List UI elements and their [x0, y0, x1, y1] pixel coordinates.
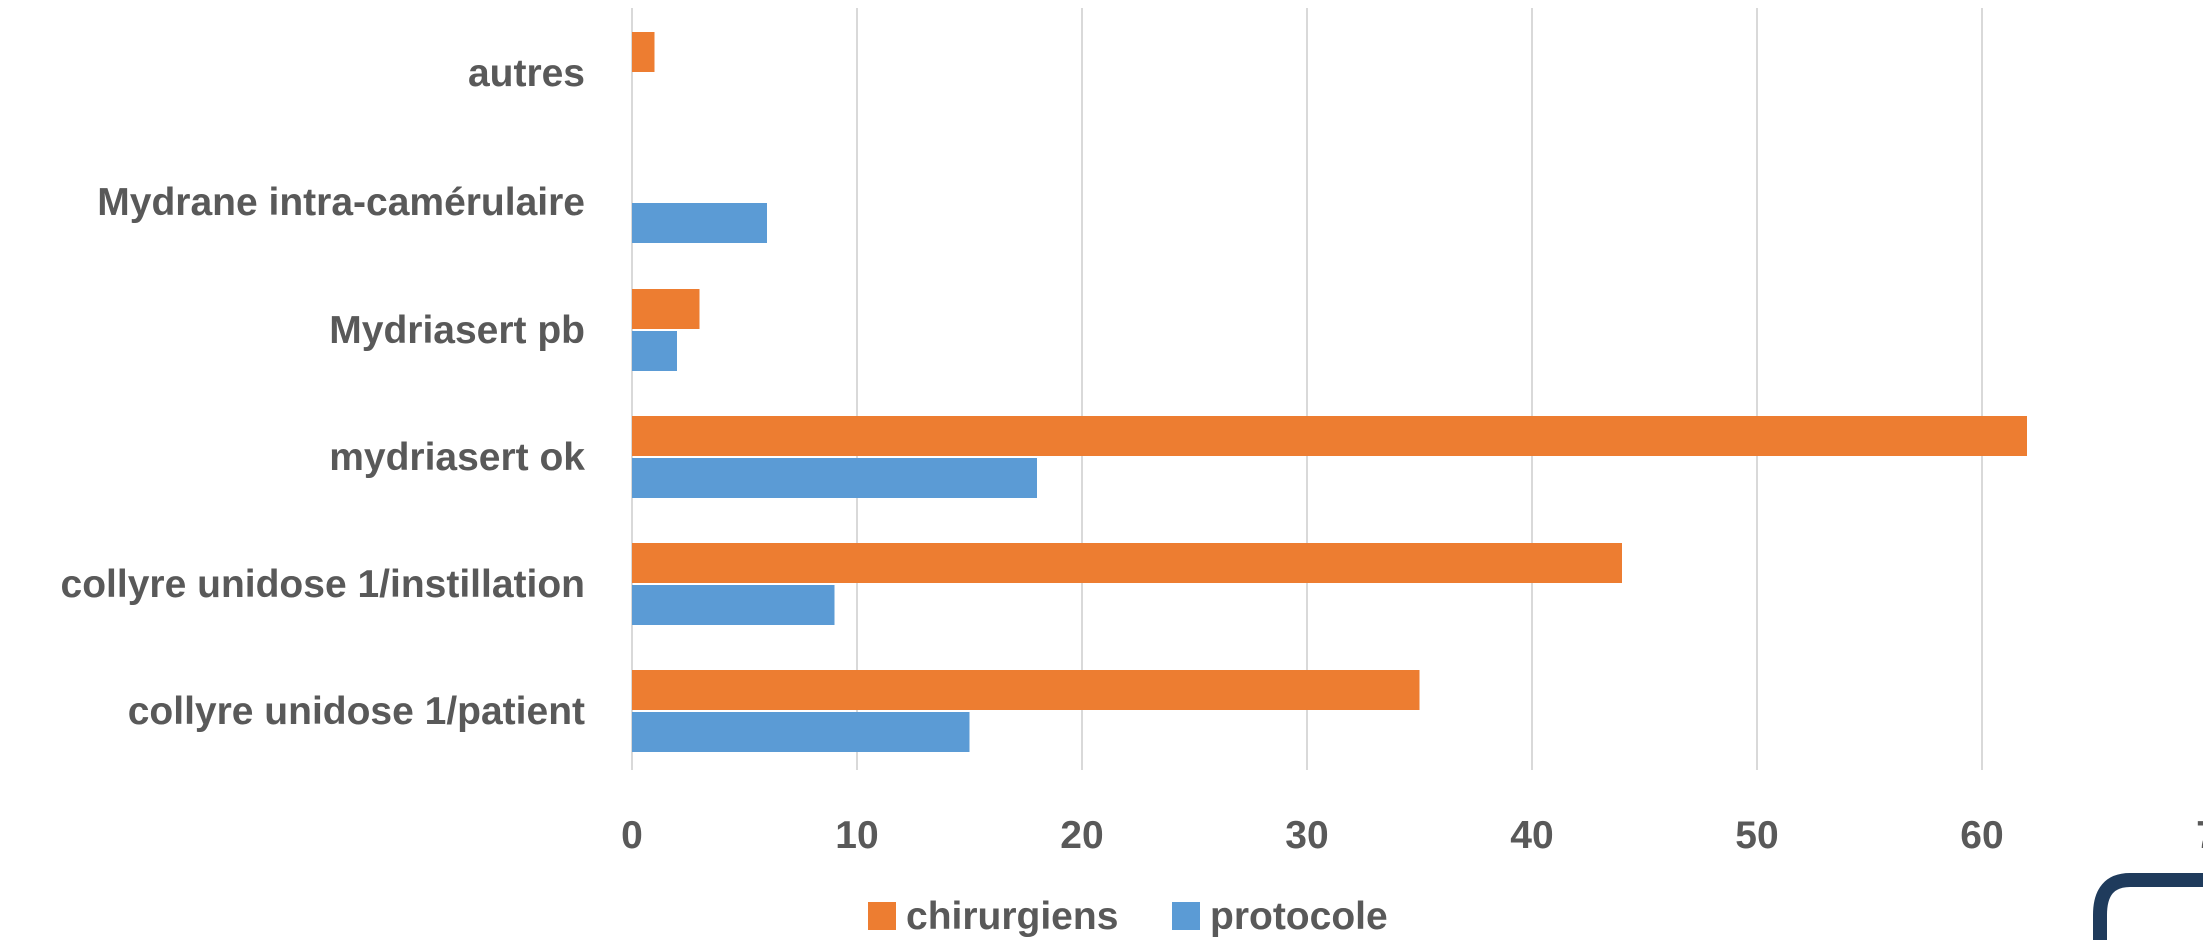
bar-chirurgiens: [632, 670, 1420, 710]
category-label: Mydrane intra-camérulaire: [97, 181, 585, 224]
x-tick-labels: 0 10 20 30 40 50 60 7: [621, 814, 2203, 857]
bar-protocole: [632, 712, 970, 752]
bar-protocole: [632, 331, 677, 371]
x-tick-label: 60: [1960, 814, 2003, 857]
category-labels: autres Mydrane intra-camérulaire Mydriaser…: [61, 52, 586, 733]
legend-swatch-protocole: [1172, 902, 1200, 930]
legend: chirurgiens protocole: [868, 895, 1388, 938]
category-label: collyre unidose 1/instillation: [61, 563, 585, 606]
bar-protocole: [632, 458, 1037, 498]
category-label: Mydriasert pb: [329, 309, 585, 352]
gridlines: [631, 8, 1983, 770]
bars: [632, 32, 2027, 752]
x-tick-label: 30: [1285, 814, 1328, 857]
category-label: mydriasert ok: [329, 436, 585, 479]
x-tick-label: 20: [1060, 814, 1103, 857]
x-tick-label: 10: [835, 814, 878, 857]
legend-label-chirurgiens: chirurgiens: [906, 895, 1118, 938]
category-label: autres: [468, 52, 585, 95]
bar-chirurgiens: [632, 289, 700, 329]
bar-protocole: [632, 585, 835, 625]
category-label: collyre unidose 1/patient: [128, 690, 585, 733]
legend-swatch-chirurgiens: [868, 902, 896, 930]
legend-label-protocole: protocole: [1210, 895, 1388, 938]
bar-chirurgiens: [632, 416, 2027, 456]
bar-protocole: [632, 203, 767, 243]
bar-chirurgiens: [632, 543, 1622, 583]
x-tick-label: 50: [1735, 814, 1778, 857]
x-tick-label: 7: [2196, 814, 2203, 857]
bar-chirurgiens: [632, 32, 655, 72]
x-tick-label: 40: [1510, 814, 1553, 857]
logo-icon: [2093, 873, 2203, 940]
x-tick-label: 0: [621, 814, 643, 857]
